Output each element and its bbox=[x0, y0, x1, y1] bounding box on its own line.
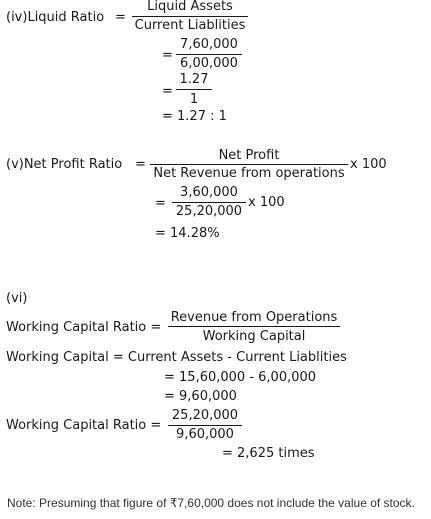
working-capital-step1: = 15,60,000 - 6,00,000 bbox=[164, 370, 317, 385]
working-capital-step2: = 9,60,000 bbox=[164, 389, 237, 404]
liquid-step2-equals: = bbox=[162, 84, 173, 99]
liquid-ratio-numerator: Liquid Assets bbox=[147, 0, 233, 14]
working-capital-ratio-label-2: Working Capital Ratio = bbox=[6, 418, 162, 433]
fraction-bar bbox=[168, 425, 242, 426]
fraction-bar bbox=[176, 89, 212, 90]
liquid-step2-numerator: 1.27 bbox=[179, 72, 209, 87]
liquid-ratio-label: (iv)Liquid Ratio bbox=[6, 10, 105, 25]
net-profit-ratio-label: (v)Net Profit Ratio bbox=[6, 157, 123, 172]
working-capital-ratio-denominator-2: 9,60,000 bbox=[176, 427, 234, 442]
liquid-ratio-denominator: Current Liablities bbox=[134, 18, 246, 33]
net-profit-numerator: Net Profit bbox=[218, 148, 280, 163]
fraction-bar bbox=[132, 16, 248, 17]
working-capital-result: = 2,625 times bbox=[222, 446, 315, 461]
working-capital-ratio-numerator-2: 25,20,000 bbox=[171, 408, 239, 423]
fraction-bar bbox=[176, 54, 242, 55]
liquid-step1-equals: = bbox=[162, 48, 173, 63]
fraction-bar bbox=[150, 164, 348, 165]
fraction-bar bbox=[172, 202, 246, 203]
net-profit-ratio-equals: = bbox=[135, 157, 146, 172]
net-profit-denominator: Net Revenue from operations bbox=[153, 166, 345, 181]
net-profit-step1-numerator: 3,60,000 bbox=[180, 185, 238, 200]
net-profit-step1-multiplier: x 100 bbox=[248, 195, 285, 210]
liquid-step1-numerator: 7,60,000 bbox=[180, 37, 238, 52]
liquid-ratio-result: = 1.27 : 1 bbox=[162, 109, 227, 124]
liquid-ratio-equals: = bbox=[115, 10, 126, 25]
liquid-step1-denominator: 6,00,000 bbox=[180, 56, 238, 71]
working-capital-definition: Working Capital = Current Assets - Curre… bbox=[6, 350, 347, 365]
working-capital-ratio-numerator: Revenue from Operations bbox=[170, 310, 338, 325]
net-profit-step1-equals: = bbox=[155, 196, 166, 211]
fraction-bar bbox=[168, 326, 340, 327]
working-capital-ratio-label: Working Capital Ratio = bbox=[6, 320, 162, 335]
net-profit-multiplier: x 100 bbox=[350, 157, 387, 172]
working-capital-section-label: (vi) bbox=[6, 291, 28, 306]
net-profit-step1-denominator: 25,20,000 bbox=[175, 204, 243, 219]
net-profit-result: = 14.28% bbox=[155, 226, 220, 241]
footnote: Note: Presuming that figure of ₹7,60,000… bbox=[7, 496, 415, 510]
liquid-step2-denominator: 1 bbox=[189, 92, 199, 107]
working-capital-ratio-denominator: Working Capital bbox=[202, 329, 306, 344]
